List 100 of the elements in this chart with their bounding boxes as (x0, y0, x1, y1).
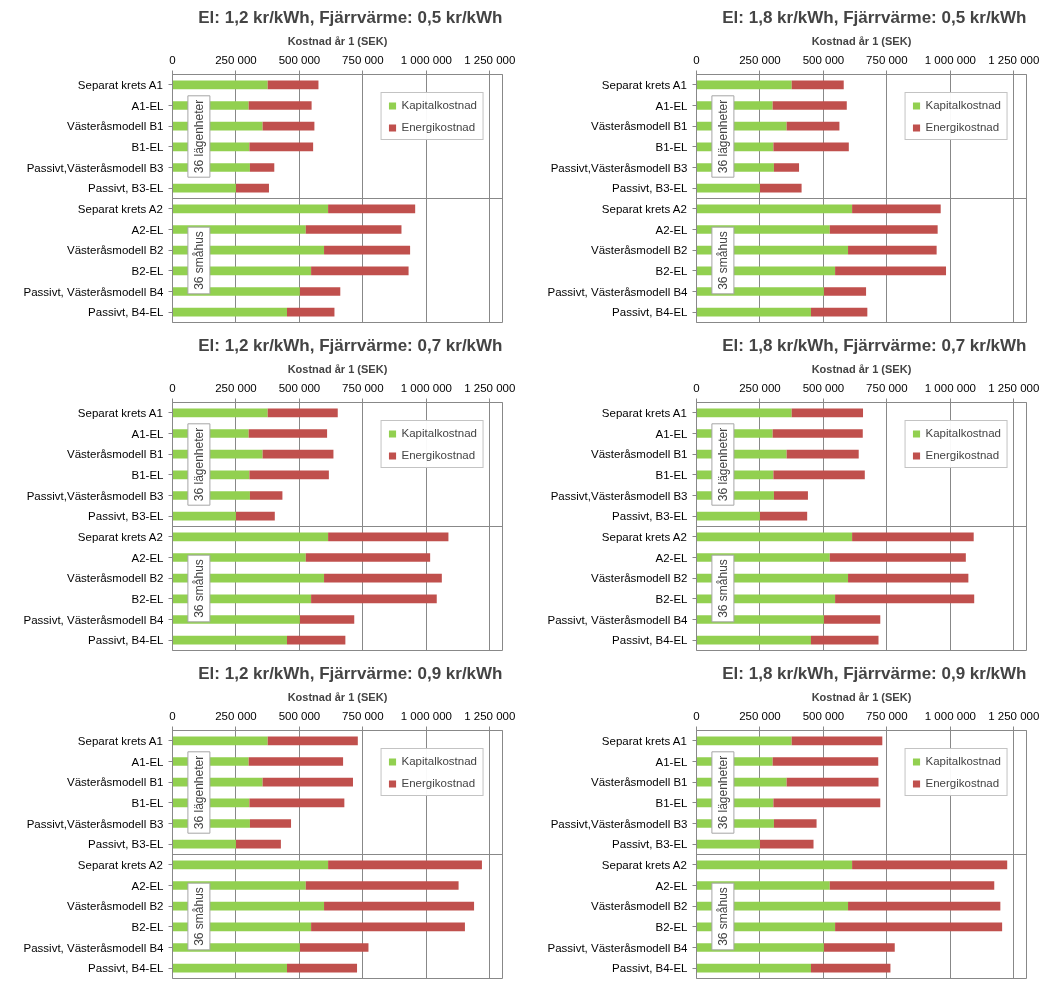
bar (286, 307, 335, 317)
x-tick-label: 1 250 000 (464, 709, 516, 722)
y-tick-label: Passivt, B4-EL (612, 962, 689, 975)
x-tick-label: 0 (169, 53, 176, 66)
y-tick-label: Separat krets A2 (77, 202, 163, 215)
y-tick-label: A1-EL (655, 99, 689, 112)
y-tick-label: Passivt,Västeråsmodell B3 (26, 161, 164, 174)
y-tick-label: A1-EL (131, 427, 165, 440)
bar (299, 287, 341, 296)
bar (248, 757, 344, 766)
x-tick-label: 500 000 (278, 709, 321, 722)
y-tick-label: B2-EL (131, 264, 165, 277)
y-tick-label: B1-EL (655, 140, 689, 153)
x-tick-label: 750 000 (866, 381, 908, 394)
y-tick-label: Passivt, B4-EL (88, 634, 165, 647)
y-tick-label: Separat krets A1 (601, 78, 687, 91)
bar (249, 163, 275, 172)
annotation: 36 småhus (715, 231, 730, 290)
bar (829, 553, 966, 562)
legend-label: Kapitalkostnad (925, 99, 1001, 111)
y-tick-label: Passivt,Västeråsmodell B3 (550, 489, 688, 502)
bar (235, 183, 269, 193)
bar (267, 408, 338, 418)
y-tick-label: Passivt,Västeråsmodell B3 (550, 817, 688, 830)
bar (696, 204, 853, 214)
bar (299, 943, 369, 952)
annotation: 36 lägenheter (191, 755, 206, 830)
bar (852, 532, 974, 542)
bar (791, 736, 883, 746)
x-tick-label: 1 250 000 (988, 381, 1040, 394)
bar (172, 204, 329, 214)
x-tick-label: 0 (693, 381, 700, 394)
y-tick-label: Passivt, B4-EL (612, 306, 689, 319)
bar (172, 511, 236, 521)
bar (248, 429, 328, 438)
bar (249, 491, 283, 500)
y-tick-label: Passivt, B3-EL (612, 838, 689, 851)
x-tick-label: 0 (169, 381, 176, 394)
legend-label: Energikostnad (925, 121, 1000, 133)
x-tick-label: 250 000 (739, 381, 781, 394)
y-tick-label: Passivt,Västeråsmodell B3 (26, 817, 164, 830)
bar (823, 287, 867, 296)
y-tick-label: Separat krets A1 (77, 734, 163, 747)
bar (311, 266, 409, 276)
legend-label: Energikostnad (925, 449, 1000, 461)
bar (305, 225, 402, 234)
y-tick-label: A2-EL (131, 223, 165, 236)
bar (835, 922, 1003, 932)
bar (235, 839, 281, 849)
bar (172, 635, 287, 645)
bar (810, 635, 879, 645)
y-tick-label: Passivt, B3-EL (612, 510, 689, 523)
x-tick-label: 250 000 (739, 53, 781, 66)
x-axis-title: Kostnad år 1 (SEK) (287, 690, 388, 703)
x-axis-title: Kostnad år 1 (SEK) (287, 362, 388, 375)
bar (305, 553, 431, 562)
bar (848, 901, 1001, 911)
y-tick-label: Passivt, Västeråsmodell B4 (23, 613, 165, 626)
y-tick-label: Västeråsmodell B1 (590, 120, 688, 133)
bar (324, 573, 442, 583)
y-tick-label: Passivt, B3-EL (88, 182, 165, 195)
y-tick-label: Passivt, Västeråsmodell B4 (547, 941, 689, 954)
y-tick-label: Passivt, B4-EL (88, 306, 165, 319)
bar (328, 860, 482, 870)
bar (696, 963, 811, 973)
y-tick-label: Passivt, B4-EL (612, 634, 689, 647)
y-tick-label: Passivt, B3-EL (88, 838, 165, 851)
bar (311, 594, 437, 604)
bar (696, 183, 760, 193)
bar (235, 511, 275, 521)
bar (311, 922, 465, 932)
bar (696, 408, 792, 418)
x-tick-label: 1 250 000 (464, 381, 516, 394)
x-tick-label: 250 000 (215, 53, 257, 66)
legend-label: Kapitalkostnad (401, 99, 477, 111)
x-tick-label: 750 000 (866, 53, 908, 66)
y-tick-label: Separat krets A1 (601, 406, 687, 419)
bar (772, 757, 879, 766)
y-tick-label: B2-EL (655, 264, 689, 277)
bar (248, 101, 312, 110)
x-tick-label: 1 250 000 (988, 709, 1040, 722)
y-tick-label: Västeråsmodell B1 (66, 776, 164, 789)
y-tick-label: A2-EL (655, 551, 689, 564)
x-tick-label: 1 250 000 (464, 53, 516, 66)
annotation: 36 småhus (191, 559, 206, 618)
y-tick-label: B2-EL (655, 920, 689, 933)
bar (810, 307, 868, 317)
y-tick-label: Separat krets A2 (77, 858, 163, 871)
chart-title: El: 1,2 kr/kWh, Fjärrvärme: 0,9 kr/kWh (198, 663, 503, 683)
bar (305, 881, 459, 890)
x-tick-label: 500 000 (278, 381, 321, 394)
bar (848, 573, 969, 583)
bar (172, 839, 236, 849)
y-tick-label: Separat krets A2 (601, 530, 687, 543)
bar (848, 245, 937, 255)
bar (324, 901, 475, 911)
x-tick-label: 250 000 (739, 709, 781, 722)
x-tick-label: 750 000 (342, 381, 384, 394)
annotation: 36 lägenheter (191, 427, 206, 502)
x-tick-label: 250 000 (215, 381, 257, 394)
